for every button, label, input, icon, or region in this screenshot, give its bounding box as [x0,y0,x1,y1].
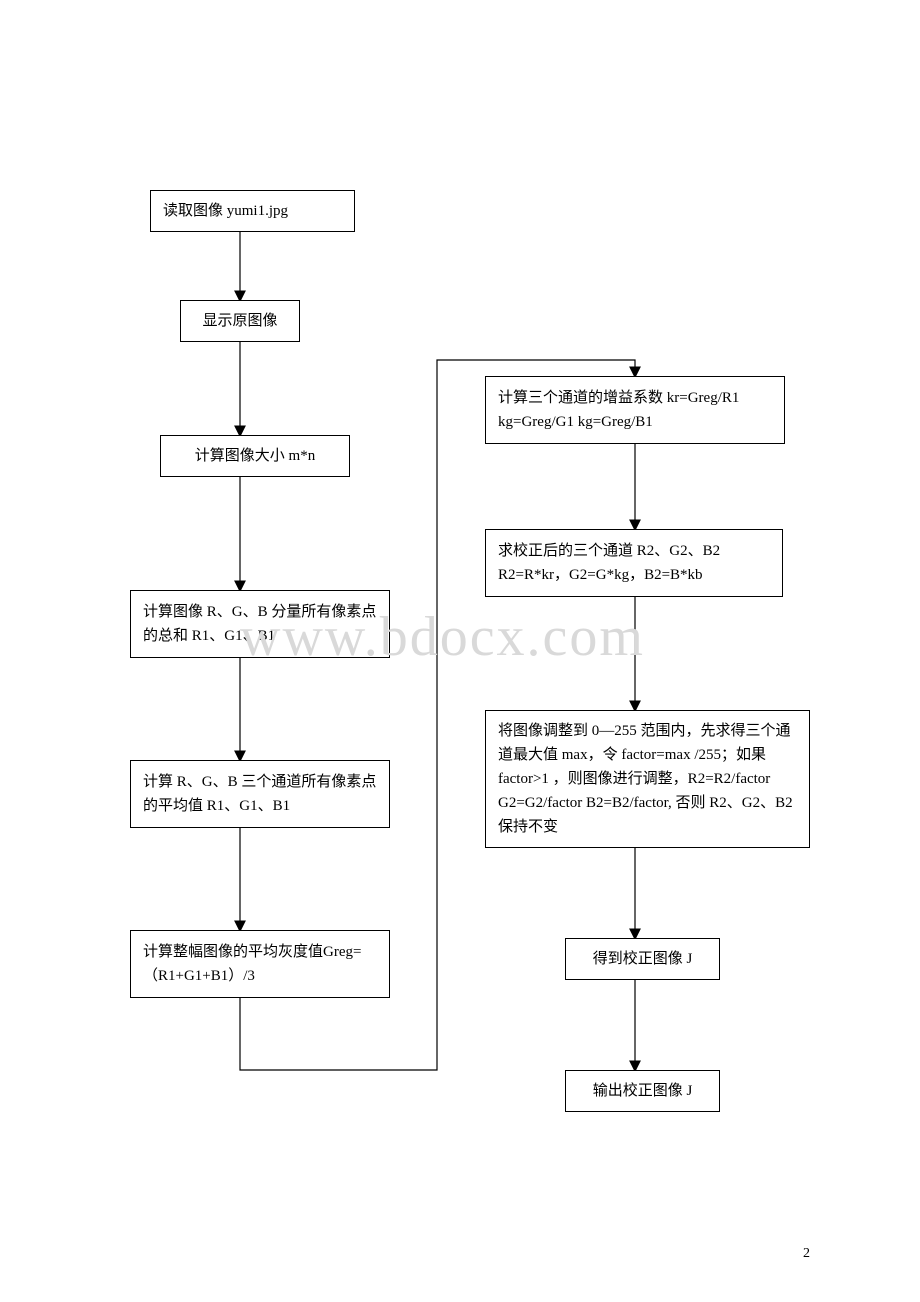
flowchart-node: 计算 R、G、B 三个通道所有像素点的平均值 R1、G1、B1 [130,760,390,828]
flowchart-node: 将图像调整到 0—255 范围内，先求得三个通道最大值 max，令 factor… [485,710,810,848]
flowchart-node: 读取图像 yumi1.jpg [150,190,355,232]
flowchart-node: 求校正后的三个通道 R2、G2、B2 R2=R*kr，G2=G*kg，B2=B*… [485,529,783,597]
flowchart-node: 得到校正图像 J [565,938,720,980]
flowchart-canvas: 读取图像 yumi1.jpg 显示原图像计算图像大小 m*n 计算图像 R、G、B … [0,0,920,1302]
flowchart-node: 计算图像 R、G、B 分量所有像素点的总和 R1、G1、B1 [130,590,390,658]
flowchart-node: 计算整幅图像的平均灰度值Greg=（R1+G1+B1）/3 [130,930,390,998]
page-number: 2 [803,1246,810,1262]
flowchart-node: 计算图像大小 m*n [160,435,350,477]
flowchart-node: 计算三个通道的增益系数 kr=Greg/R1 kg=Greg/G1 kg=Gre… [485,376,785,444]
flowchart-node: 显示原图像 [180,300,300,342]
flowchart-node: 输出校正图像 J [565,1070,720,1112]
